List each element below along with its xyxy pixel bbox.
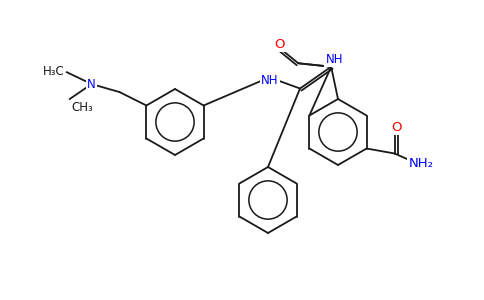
Text: O: O [392, 121, 402, 134]
Text: O: O [274, 38, 285, 51]
Text: CH₃: CH₃ [72, 101, 93, 114]
Text: H₃C: H₃C [43, 64, 64, 78]
Text: NH: NH [325, 53, 343, 66]
Text: NH₂: NH₂ [408, 157, 434, 170]
Text: N: N [87, 78, 96, 91]
Text: NH: NH [261, 74, 279, 87]
